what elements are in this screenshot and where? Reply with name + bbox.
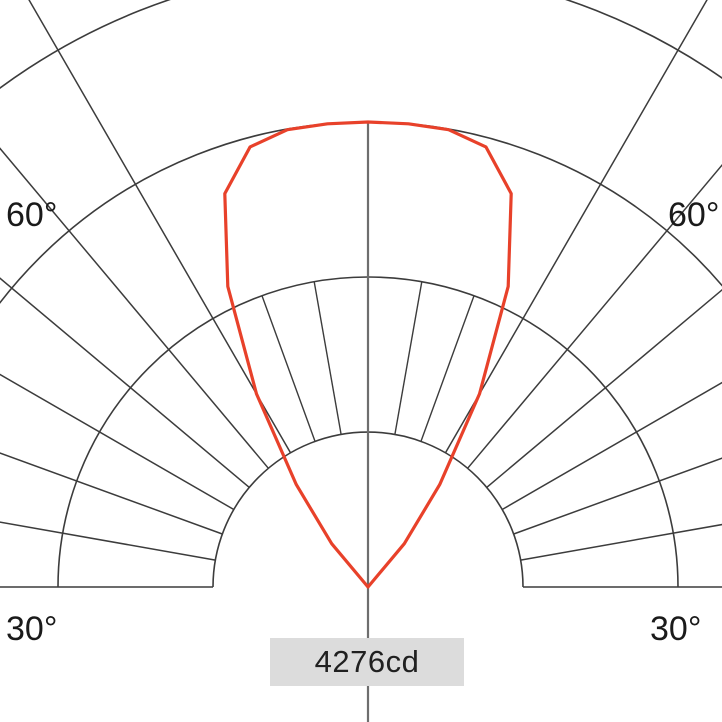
angle-label-30-left: 30° (6, 610, 58, 648)
angle-label-30-right: 30° (650, 610, 702, 648)
radial-lines-inner-group (261, 281, 475, 442)
radial-lines-outer-group (0, 0, 722, 588)
angle-label-60-left: 60° (6, 196, 58, 234)
radial-line-neg20 (261, 295, 316, 442)
radial-line-neg40 (0, 147, 269, 469)
radial-line-neg70 (0, 452, 223, 535)
radial-line-neg30 (28, 0, 292, 454)
radial-line-pos20 (420, 295, 475, 442)
radial-line-pos40 (467, 163, 722, 469)
angle-label-60-right: 60° (668, 196, 720, 234)
radial-line-neg10 (313, 281, 342, 435)
radial-line-neg80 (0, 521, 216, 561)
radial-line-neg50 (0, 277, 250, 488)
radial-line-neg60 (0, 373, 235, 511)
luminous-intensity-curve (223, 120, 513, 589)
radial-line-pos60 (501, 381, 722, 511)
radial-line-pos10 (394, 281, 423, 435)
radial-line-pos80 (520, 523, 722, 561)
radial-line-pos50 (486, 288, 722, 488)
intensity-ring-3 (0, 121, 722, 305)
radial-line-pos70 (513, 457, 722, 535)
radial-line-pos30 (444, 0, 708, 454)
peak-intensity-badge: 4276cd (270, 638, 464, 686)
